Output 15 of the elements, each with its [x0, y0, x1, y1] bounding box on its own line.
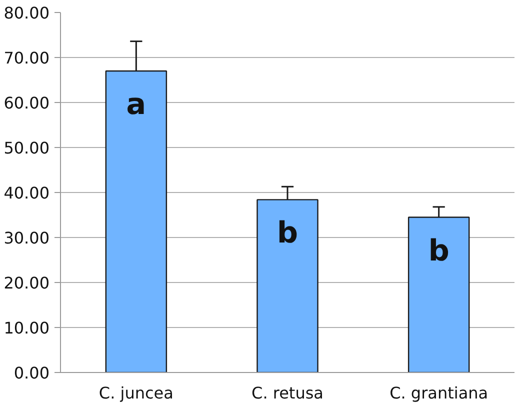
y-tick-label: 0.00 [14, 364, 50, 382]
y-tick-label: 10.00 [4, 318, 50, 338]
y-tick-label: 70.00 [4, 48, 50, 68]
x-tick-label: C. juncea [98, 384, 174, 402]
y-tick-label: 30.00 [4, 228, 50, 248]
annotation: b [428, 233, 450, 268]
annotation: a [126, 87, 146, 121]
annotation: b [277, 216, 298, 250]
y-tick-label: 50.00 [4, 138, 50, 158]
x-tick-label: C. grantiana [390, 384, 488, 402]
y-tick-label: 40.00 [4, 184, 50, 202]
y-tick-label: 20.00 [4, 274, 50, 292]
y-tick-label: 80.00 [4, 4, 50, 22]
y-tick-label: 60.00 [4, 94, 50, 112]
x-tick-label: C. retusa [252, 384, 324, 402]
